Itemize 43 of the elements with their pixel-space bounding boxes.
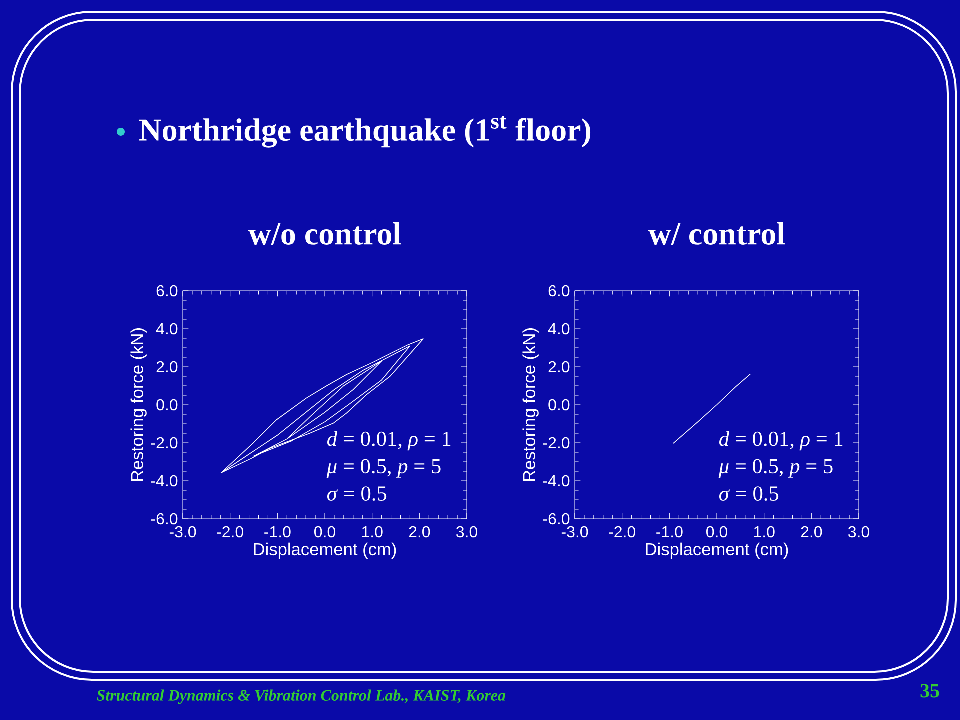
y-tick-label: 2.0 <box>548 361 570 373</box>
chart-title: w/ control <box>648 222 786 245</box>
x-tick-label: -3.0 <box>562 526 588 538</box>
x-tick-label: 1.0 <box>754 526 775 538</box>
annotation: d = 0.01, ρ = 1 <box>720 431 843 451</box>
x-tick-label: 1.0 <box>362 526 383 538</box>
annotation: d = 0.01, ρ = 1 <box>328 431 451 451</box>
chart-title: w/o control <box>248 222 402 245</box>
y-tick-label: -2.0 <box>543 437 570 449</box>
annotation: σ = 0.5 <box>328 486 387 502</box>
x-tick-label: -1.0 <box>656 526 683 538</box>
x-tick-label: 2.0 <box>801 526 822 538</box>
y-tick-label: -2.0 <box>151 437 178 449</box>
y-axis-title: Restoring force (kN) <box>522 328 539 482</box>
y-tick-label: -4.0 <box>543 475 570 487</box>
text: Structural Dynamics & Vibration Control Lab., KAIST, Korea <box>97 690 506 704</box>
y-tick-label: 4.0 <box>548 323 570 335</box>
x-tick-label: 0.0 <box>314 526 336 538</box>
x-tick-label: 2.0 <box>409 526 430 538</box>
x-tick-label: 3.0 <box>848 526 870 538</box>
annotation: μ = 0.5, p = 5 <box>326 459 441 478</box>
y-tick-label: 6.0 <box>548 285 570 297</box>
x-tick-label: -2.0 <box>217 526 244 538</box>
x-axis-title: Displacement (cm) <box>254 542 396 560</box>
x-tick-label: -3.0 <box>170 526 196 538</box>
text: 35 <box>920 684 940 698</box>
y-tick-label: 2.0 <box>156 361 178 373</box>
y-tick-label: 0.0 <box>156 399 178 411</box>
x-tick-label: 3.0 <box>456 526 478 538</box>
y-tick-label: -6.0 <box>543 513 570 525</box>
text: Northridge earthquake (1$^{st}$ floor) <box>139 116 591 148</box>
annotation: μ = 0.5, p = 5 <box>718 459 833 478</box>
y-tick-label: 0.0 <box>548 399 570 411</box>
x-tick-label: -1.0 <box>264 526 291 538</box>
y-axis-title: Restoring force (kN) <box>130 328 147 482</box>
y-tick-label: 4.0 <box>156 323 178 335</box>
y-tick-label: -6.0 <box>151 513 178 525</box>
y-tick-label: -4.0 <box>151 475 178 487</box>
x-tick-label: 0.0 <box>706 526 728 538</box>
x-axis-title: Displacement (cm) <box>646 542 788 560</box>
y-tick-label: 6.0 <box>156 285 178 297</box>
x-tick-label: -2.0 <box>609 526 636 538</box>
annotation: σ = 0.5 <box>720 486 779 502</box>
